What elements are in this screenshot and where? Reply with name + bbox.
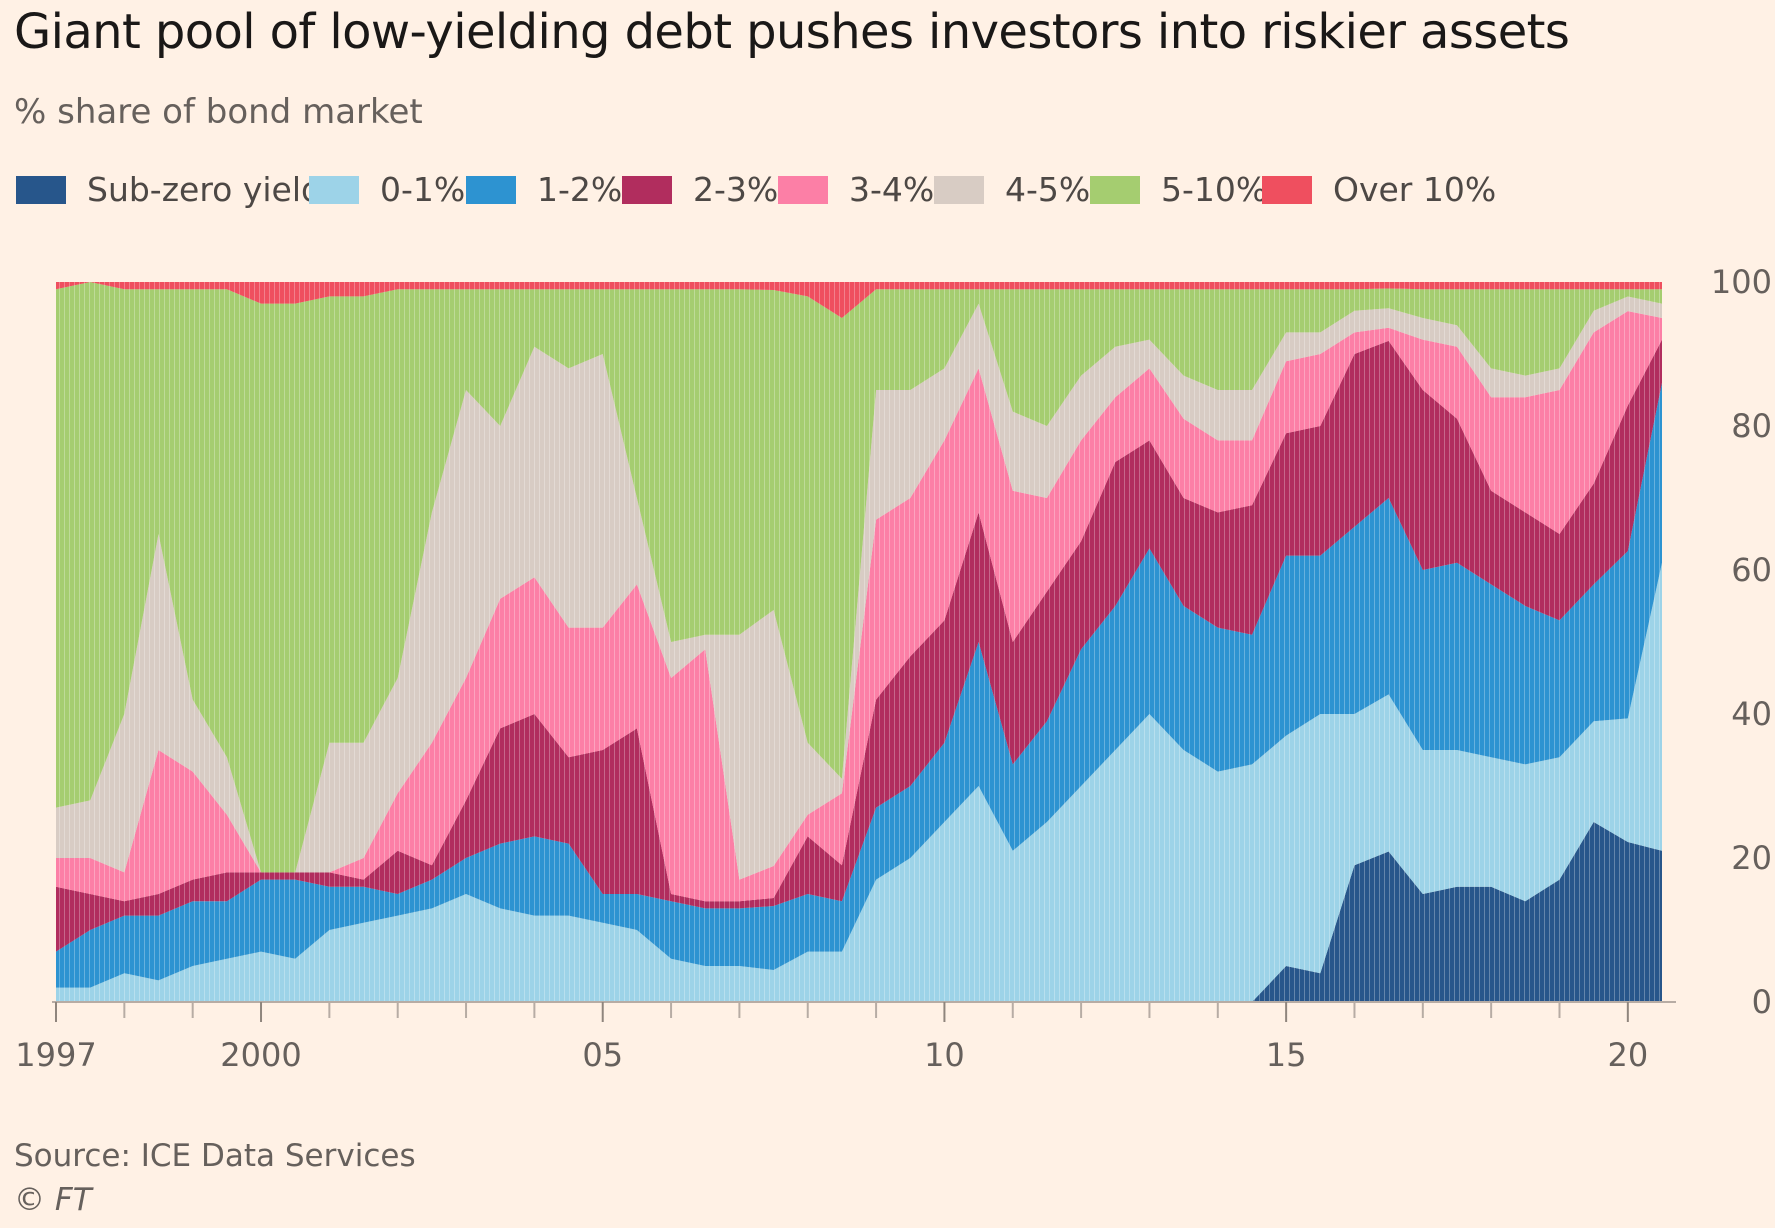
x-tick-label: 15	[1266, 1036, 1307, 1074]
y-tick-label: 0	[1752, 983, 1772, 1021]
legend-label: Over 10%	[1333, 170, 1497, 209]
legend-label: Sub-zero yield	[87, 170, 322, 209]
legend-label: 4-5%	[1005, 170, 1091, 209]
stripe-texture	[56, 282, 1662, 1002]
y-tick-label: 20	[1731, 839, 1772, 877]
copyright-symbol: ©	[14, 1182, 45, 1218]
legend-label: 0-1%	[380, 170, 466, 209]
legend-label: 2-3%	[693, 170, 779, 209]
legend-swatch	[778, 176, 828, 204]
legend-swatch	[622, 176, 672, 204]
x-tick-label: 1997	[15, 1036, 96, 1074]
axes: 0 20 40 60 80 100 1997 2000 05 10 15 20	[15, 263, 1772, 1074]
y-tick-label: 80	[1731, 407, 1772, 445]
x-tick-label: 20	[1607, 1036, 1648, 1074]
legend-swatch	[934, 176, 984, 204]
y-tick-label: 100	[1711, 263, 1772, 301]
legend-swatch	[309, 176, 359, 204]
legend-label: 5-10%	[1161, 170, 1268, 209]
legend-label: 1-2%	[537, 170, 623, 209]
chart-subtitle: % share of bond market	[14, 92, 423, 132]
x-tick-label: 05	[582, 1036, 623, 1074]
chart-title: Giant pool of low-yielding debt pushes i…	[14, 4, 1570, 60]
copyright-note: © FT	[14, 1182, 92, 1218]
source-note: Source: ICE Data Services	[14, 1138, 416, 1174]
stacked-area-chart: 0 20 40 60 80 100 1997 2000 05 10 15 20	[15, 263, 1772, 1074]
legend-swatch	[1090, 176, 1140, 204]
legend-label: 3-4%	[849, 170, 935, 209]
y-tick-label: 60	[1731, 551, 1772, 589]
x-tick-label: 10	[924, 1036, 965, 1074]
y-tick-label: 40	[1731, 695, 1772, 733]
x-tick-label: 2000	[220, 1036, 301, 1074]
legend-swatch	[466, 176, 516, 204]
legend-swatch	[16, 176, 66, 204]
legend-swatch	[1262, 176, 1312, 204]
copyright-name: FT	[54, 1182, 92, 1218]
